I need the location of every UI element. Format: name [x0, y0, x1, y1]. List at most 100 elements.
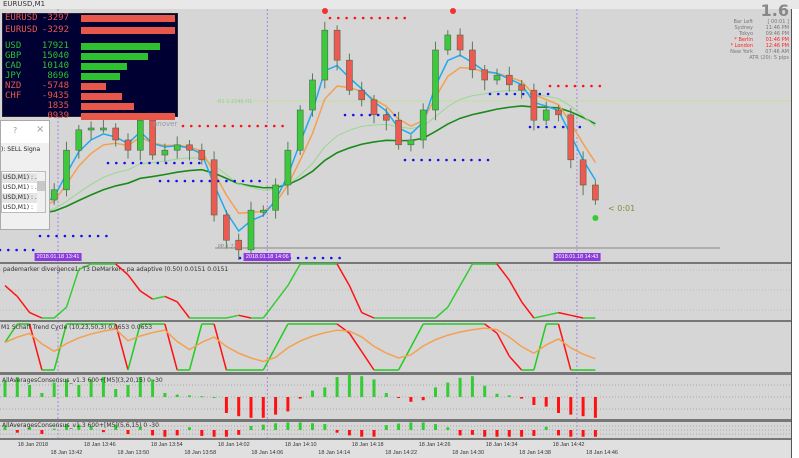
- support-dot: [330, 256, 333, 260]
- alert-dialog[interactable]: ? × ): SELL Signa USD,M1) : .... USD,M1)…: [0, 120, 50, 230]
- consensus-histogram-bar: [3, 425, 7, 430]
- session-time: 07:46 AM: [765, 49, 789, 55]
- resistance-dot: [273, 124, 276, 128]
- dashboard-row: EURUSD -3292: [5, 26, 177, 35]
- candle: [530, 89, 538, 121]
- time-label: 18 Jan 14:26: [418, 442, 451, 448]
- candle: [223, 214, 230, 241]
- consensus-histogram-bar: [520, 430, 524, 437]
- candle: [395, 119, 402, 146]
- time-label: 18 Jan 13:50: [117, 450, 150, 456]
- list-scrollbar[interactable]: [37, 172, 45, 212]
- resistance-dot: [223, 124, 226, 128]
- consensus-histogram-bar: [237, 430, 241, 435]
- strength-value: -3297: [41, 13, 69, 23]
- resistance-dot: [573, 84, 577, 88]
- support-dot: [478, 158, 482, 162]
- resistance-dot: [328, 16, 332, 20]
- support-dot: [15, 248, 18, 252]
- resistance-dot: [281, 124, 284, 128]
- support-dot: [521, 92, 525, 96]
- demarker-line-segment: [496, 263, 510, 281]
- support-dot: [71, 234, 75, 238]
- demarker-line-segment: [275, 285, 289, 303]
- consensus-histogram-bar: [286, 397, 290, 412]
- consensus-histogram-bar: [89, 425, 93, 430]
- consensus-histogram-bar: [569, 430, 573, 437]
- schaff-line-segment: [508, 355, 523, 371]
- list-item[interactable]: USD,M1) : ....: [2, 193, 38, 203]
- candle: [370, 99, 378, 116]
- candle: [100, 127, 107, 131]
- demarker-line-segment: [78, 263, 92, 271]
- resistance-dot: [231, 124, 235, 128]
- alert-list[interactable]: USD,M1) : .... USD,M1) : .... USD,M1) : …: [1, 171, 46, 213]
- candle: [173, 144, 181, 151]
- session-time: 12:46 PM: [765, 43, 789, 49]
- sell-signal-circle: [322, 8, 328, 14]
- resistance-dot: [548, 84, 552, 88]
- session-name: Tokyo: [739, 31, 753, 37]
- demarker-line-segment: [336, 263, 351, 286]
- list-item[interactable]: USD,M1) :: [3, 204, 33, 211]
- consensus-histogram-bar: [347, 430, 351, 436]
- resistance-dot: [248, 124, 251, 128]
- support-dot: [305, 256, 308, 260]
- currency-strength-dashboard: EURUSD -3297 EURUSD -3292 USD 17921 GBP 15040 CA…: [2, 13, 178, 128]
- candle: [432, 49, 439, 111]
- candle: [210, 159, 218, 216]
- consensus-histogram-bar: [126, 430, 130, 435]
- support-dot: [123, 161, 126, 165]
- currency-symbol: JPY: [5, 71, 22, 81]
- strength-value: 8696: [47, 71, 69, 81]
- time-label: 18 Jan 13:42: [50, 450, 83, 456]
- support-dot: [173, 161, 176, 165]
- consensus-histogram-bar: [151, 379, 155, 397]
- consensus-histogram-bar: [77, 385, 81, 397]
- time-label: 18 Jan 13:58: [184, 450, 217, 456]
- time-label: 18 Jan 13:54: [150, 442, 183, 448]
- consensus-histogram-bar: [335, 430, 339, 433]
- currency-symbol: CHF: [5, 91, 22, 101]
- consensus-histogram-bar: [470, 376, 474, 397]
- resistance-dot: [403, 16, 407, 20]
- currency-symbol: EURUSD: [5, 13, 38, 23]
- support-dot: [200, 179, 203, 183]
- crosshair-time-label: 2018.01.18 13:41: [34, 253, 82, 261]
- session-name: * Berlin: [734, 37, 753, 43]
- schaff-line-segment: [533, 323, 547, 371]
- candle: [235, 239, 242, 251]
- candle: [579, 159, 587, 186]
- consensus-histogram-bar: [188, 395, 191, 397]
- list-item[interactable]: USD,M1) : ....: [2, 173, 38, 183]
- close-button[interactable]: ×: [36, 124, 45, 135]
- candle: [505, 74, 513, 86]
- consensus-histogram-bar: [532, 430, 536, 436]
- support-dot: [528, 125, 532, 129]
- session-time: 11:46 PM: [765, 25, 789, 31]
- help-button[interactable]: ?: [13, 126, 18, 135]
- resistance-dot: [581, 84, 585, 88]
- dashboard-row: NZD -5748: [5, 82, 177, 91]
- candle: [124, 139, 132, 151]
- demarker-line-segment: [238, 314, 252, 319]
- demarker-line-segment: [459, 263, 474, 286]
- support-dot: [158, 179, 162, 183]
- alert-message: ): SELL Signa: [1, 146, 41, 153]
- consensus-histogram-bar: [544, 397, 548, 407]
- list-item[interactable]: USD,M1) : ....: [3, 184, 38, 191]
- consensus-histogram-bar: [532, 397, 536, 405]
- support-dot: [553, 125, 557, 129]
- strength-bar: [81, 27, 175, 34]
- pane-separator: [0, 438, 791, 440]
- time-label: 18 Jan 14:22: [385, 450, 418, 456]
- consensus-histogram-bar: [89, 379, 93, 397]
- consensus-histogram-bar: [495, 430, 499, 437]
- schaff-line-segment: [127, 323, 142, 371]
- support-dot: [106, 161, 110, 165]
- candle: [518, 84, 525, 91]
- consensus-histogram-bar: [507, 430, 511, 437]
- price-axis[interactable]: [791, 9, 799, 458]
- strength-bar: [81, 63, 128, 70]
